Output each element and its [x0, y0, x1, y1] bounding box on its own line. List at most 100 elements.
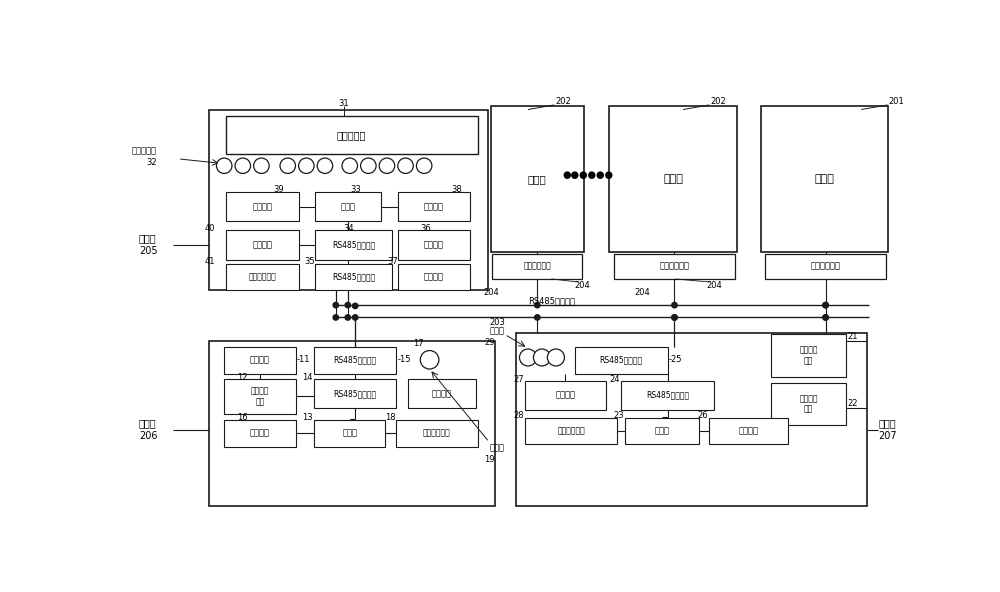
Text: 203: 203 [489, 318, 505, 327]
Circle shape [342, 158, 358, 173]
Text: 41: 41 [205, 258, 216, 266]
Bar [209, 110, 488, 291]
Text: 通信转换模块: 通信转换模块 [523, 262, 551, 271]
Circle shape [361, 158, 376, 173]
Bar [226, 192, 299, 221]
Bar [625, 417, 698, 445]
Text: 学生机: 学生机 [528, 174, 547, 184]
Text: 202: 202 [710, 97, 726, 107]
Text: 204: 204 [635, 288, 651, 297]
Circle shape [416, 158, 432, 173]
Text: 207: 207 [878, 431, 897, 441]
Text: 31: 31 [338, 99, 349, 108]
Text: -11: -11 [297, 355, 311, 364]
Text: 数码管显示: 数码管显示 [337, 130, 366, 140]
Circle shape [333, 303, 339, 308]
Text: 27: 27 [513, 375, 524, 384]
Circle shape [533, 349, 550, 366]
Bar [315, 192, 381, 221]
Text: 16: 16 [237, 413, 248, 422]
Text: 36: 36 [420, 224, 431, 233]
Text: 35: 35 [304, 258, 315, 266]
Bar [609, 106, 737, 252]
Text: 地址电路: 地址电路 [250, 429, 270, 438]
Bar [709, 417, 788, 445]
Circle shape [345, 303, 351, 308]
Text: 状态指示灯: 状态指示灯 [131, 147, 156, 156]
Text: RS485接口电路: RS485接口电路 [599, 356, 643, 365]
Text: 19: 19 [484, 455, 494, 464]
Text: RS485接口电路: RS485接口电路 [334, 356, 377, 365]
Circle shape [535, 303, 540, 308]
Text: 程序下载接口: 程序下载接口 [423, 429, 451, 438]
Text: 33: 33 [351, 185, 361, 194]
Text: 204: 204 [706, 281, 722, 289]
Text: RS485转换电路: RS485转换电路 [332, 240, 375, 250]
Text: 202: 202 [555, 97, 571, 107]
Bar [314, 420, 385, 447]
Bar [516, 333, 867, 506]
Text: 12: 12 [238, 373, 248, 382]
Circle shape [254, 158, 269, 173]
Text: 通信转换模块: 通信转换模块 [811, 262, 841, 271]
Text: 37: 37 [387, 258, 398, 266]
Bar [398, 263, 470, 291]
Bar [315, 230, 392, 260]
Text: 程序下载接口: 程序下载接口 [557, 426, 585, 436]
Text: RS485转换电路: RS485转换电路 [334, 389, 377, 398]
Text: 26: 26 [698, 411, 708, 420]
Circle shape [672, 315, 677, 320]
Circle shape [823, 315, 828, 320]
Text: 205: 205 [139, 246, 158, 256]
Circle shape [352, 315, 358, 320]
Text: RS485接口电路: RS485接口电路 [332, 272, 375, 282]
Bar [209, 340, 495, 506]
Text: 29: 29 [484, 337, 494, 346]
Circle shape [333, 315, 339, 320]
Circle shape [547, 349, 564, 366]
Bar [614, 253, 735, 279]
Circle shape [398, 158, 413, 173]
Text: -15: -15 [398, 355, 411, 364]
Text: 地址电路: 地址电路 [738, 426, 758, 436]
Text: 指示灯: 指示灯 [490, 326, 505, 335]
Text: 地址电路: 地址电路 [424, 240, 444, 250]
Text: 单片机: 单片机 [340, 202, 355, 211]
Text: 气体探头: 气体探头 [250, 356, 270, 365]
Text: 风机控制
电路: 风机控制 电路 [799, 394, 818, 414]
Bar [398, 192, 470, 221]
Text: 14: 14 [302, 373, 312, 382]
Text: 204: 204 [574, 281, 590, 289]
Bar [396, 420, 478, 447]
Text: 监控板: 监控板 [139, 233, 157, 243]
Text: 204: 204 [483, 288, 499, 297]
Text: ●●●●●●: ●●●●●● [562, 170, 613, 180]
Text: 18: 18 [385, 413, 395, 422]
Text: 206: 206 [139, 431, 157, 441]
Text: 指示灯: 指示灯 [490, 444, 505, 453]
Text: 电源模块: 电源模块 [555, 391, 575, 400]
Text: 13: 13 [302, 413, 312, 422]
Text: 报警电路: 报警电路 [253, 240, 273, 250]
Text: 通信转换模块: 通信转换模块 [659, 262, 689, 271]
Text: 单片机: 单片机 [654, 426, 669, 436]
Circle shape [420, 350, 439, 369]
Bar [765, 253, 886, 279]
Text: 23: 23 [613, 411, 624, 420]
Bar [224, 347, 296, 374]
Text: 28: 28 [513, 411, 524, 420]
Bar [314, 347, 396, 374]
Text: 时钟电路: 时钟电路 [253, 202, 273, 211]
Text: 24: 24 [610, 375, 620, 384]
Circle shape [519, 349, 537, 366]
Text: 17: 17 [413, 339, 423, 348]
Text: 电源模块: 电源模块 [432, 389, 452, 398]
Bar [314, 379, 396, 408]
Bar [771, 334, 846, 377]
Text: 21: 21 [847, 332, 858, 341]
Bar [491, 106, 584, 252]
Text: 学生机: 学生机 [663, 174, 683, 184]
Bar [408, 379, 476, 408]
Circle shape [235, 158, 251, 173]
Bar [771, 383, 846, 425]
